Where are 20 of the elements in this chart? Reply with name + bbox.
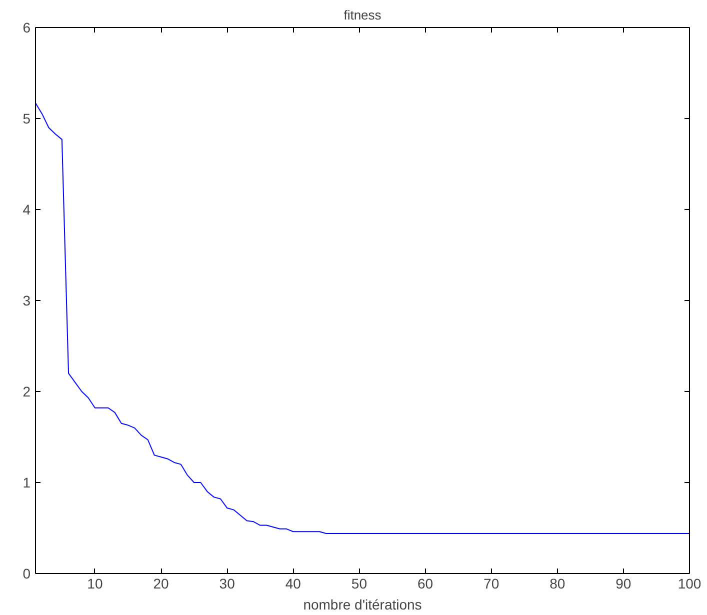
line-series [36,102,690,534]
x-tick-label: 70 [484,576,500,592]
y-tick-label: 2 [22,384,31,400]
y-tick-label: 1 [22,474,31,490]
x-tick-label: 100 [678,576,702,592]
x-tick-label: 20 [153,576,170,592]
y-tick-label: 0 [22,566,31,582]
x-tick-label: 90 [616,576,632,592]
y-tick-label: 6 [22,20,31,36]
x-tick-label: 40 [285,576,302,592]
x-tick-label: 60 [417,576,434,592]
x-tick-label: 10 [87,576,103,592]
y-tick-label: 5 [22,110,31,126]
y-tick-label: 3 [22,292,31,308]
x-axis-title: nombre d'itérations [303,596,422,612]
y-tick-label: 4 [22,202,31,218]
x-tick-label: 50 [351,576,368,592]
chart-title: fitness [344,8,382,22]
x-tick-label: 30 [219,576,236,592]
x-tick-label: 80 [550,576,566,592]
